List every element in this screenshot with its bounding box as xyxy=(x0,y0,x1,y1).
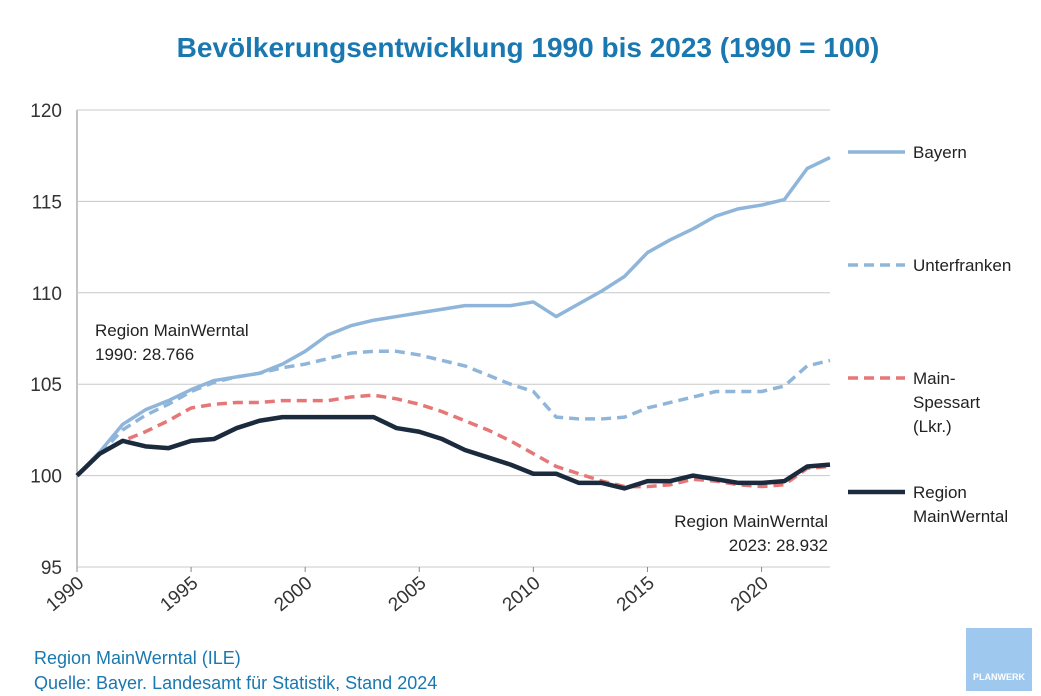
y-tick-label: 95 xyxy=(41,558,62,579)
x-tick-label: 2000 xyxy=(271,573,317,616)
legend-label: Region MainWerntal xyxy=(913,483,1008,526)
logo: PLANWERK xyxy=(973,672,1025,682)
legend-label: Unterfranken xyxy=(913,256,1011,275)
chart-title: Bevölkerungsentwicklung 1990 bis 2023 (1… xyxy=(177,32,880,63)
annotation: Region MainWerntal 1990: 28.766 xyxy=(95,321,249,364)
x-tick-label: 1995 xyxy=(156,573,202,616)
y-tick-label: 110 xyxy=(32,284,62,305)
legend-label: Main-Spessart (Lkr.) xyxy=(913,369,980,436)
footer-text: Quelle: Bayer. Landesamt für Statistik, … xyxy=(34,673,437,691)
x-tick-label: 2020 xyxy=(727,573,773,616)
series-line xyxy=(75,155,831,477)
footer-text: Region MainWerntal (ILE) xyxy=(34,648,241,668)
x-tick-label: 1990 xyxy=(42,573,88,616)
y-tick-label: 105 xyxy=(30,375,62,396)
y-tick-label: 100 xyxy=(30,467,62,488)
legend-label: Bayern xyxy=(913,143,967,162)
series-line xyxy=(75,349,831,477)
annotation: Region MainWerntal 2023: 28.932 xyxy=(674,512,828,555)
logo-box xyxy=(966,628,1032,691)
y-tick-label: 115 xyxy=(32,192,62,213)
series-line xyxy=(75,393,831,489)
series-line xyxy=(75,414,831,491)
x-tick-label: 2005 xyxy=(385,573,431,616)
x-tick-label: 2015 xyxy=(613,573,659,616)
x-tick-label: 2010 xyxy=(499,573,545,616)
y-tick-label: 120 xyxy=(30,101,62,122)
